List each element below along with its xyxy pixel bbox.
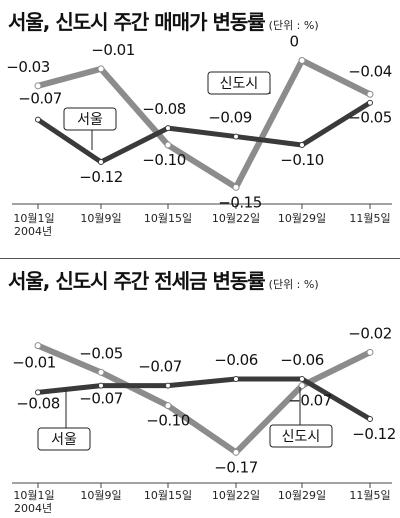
chart-title: 서울, 신도시 주간 전세금 변동률 (단위 : %) xyxy=(8,269,319,293)
legend-box xyxy=(269,424,333,448)
x-tick-label: 10월15일 xyxy=(144,488,192,502)
data-point xyxy=(34,342,42,350)
data-point xyxy=(233,133,239,140)
x-tick-label: 11월5일 xyxy=(349,211,390,225)
data-label: −0.10 xyxy=(142,151,185,169)
data-point xyxy=(232,448,240,456)
data-point xyxy=(232,183,240,191)
data-label: −0.06 xyxy=(280,351,323,369)
legend-box xyxy=(37,427,91,451)
data-point xyxy=(165,382,171,389)
data-point xyxy=(299,376,305,382)
chart-unit: (단위 : %) xyxy=(268,19,319,32)
data-point xyxy=(35,116,41,123)
data-point xyxy=(164,141,172,149)
data-label: −0.12 xyxy=(352,425,395,443)
sale-price-chart-panel: 서울, 신도시 주간 매매가 변동률 (단위 : %) 10월1일 10월9일 10월… xyxy=(6,10,392,238)
x-tick-label: 10월22일 xyxy=(212,211,260,225)
x-tick-label: 10월29일 xyxy=(278,211,326,225)
series-line-0 xyxy=(35,100,373,165)
x-tick-label: 10월1일 xyxy=(13,488,54,502)
series-line-0 xyxy=(35,376,373,422)
chart-unit: (단위 : %) xyxy=(268,278,319,291)
panel-divider xyxy=(0,258,400,259)
data-point xyxy=(35,389,41,396)
data-point xyxy=(299,142,305,149)
series-line-1 xyxy=(35,57,373,191)
data-label: −0.08 xyxy=(16,394,59,412)
jeonse-chart-panel: 서울, 신도시 주간 전세금 변동률 (단위 : %) 10월1일 10월9일 10월… xyxy=(0,259,400,518)
data-label: −0.01 xyxy=(91,41,134,59)
data-point xyxy=(34,82,42,90)
legend-label: 신도시 xyxy=(220,76,259,92)
data-label: −0.10 xyxy=(280,151,323,169)
data-point xyxy=(367,99,373,106)
data-point xyxy=(97,368,105,376)
data-label: −0.03 xyxy=(6,58,49,76)
data-point xyxy=(366,348,374,356)
data-label: 0 xyxy=(289,32,298,50)
legend-box xyxy=(63,107,117,131)
data-label: −0.17 xyxy=(214,458,257,476)
jeonse-line-chart: 10월1일 10월9일 10월15일 10월22일 10월29일 11월5일 2004년 −0… xyxy=(12,324,396,515)
data-point xyxy=(367,416,373,422)
data-label: −0.07 xyxy=(138,358,181,376)
data-label: −0.05 xyxy=(79,344,122,362)
data-label: −0.09 xyxy=(208,109,251,127)
x-tick-label: 10월15일 xyxy=(144,211,192,225)
x-tick-label: 10월9일 xyxy=(80,211,121,225)
data-label: −0.15 xyxy=(218,193,261,211)
sale-price-line-chart: 10월1일 10월9일 10월15일 10월22일 10월29일 11월5일 2004년 −0… xyxy=(6,32,392,238)
x-tick-label: 10월1일 xyxy=(13,211,54,225)
series-line-1 xyxy=(35,342,373,456)
data-label: −0.10 xyxy=(146,412,189,430)
chart-title: 서울, 신도시 주간 매매가 변동률 (단위 : %) xyxy=(8,10,319,34)
data-label: −0.06 xyxy=(214,351,257,369)
data-label: −0.02 xyxy=(348,324,391,342)
data-point xyxy=(165,125,171,132)
data-point xyxy=(233,376,239,382)
data-point xyxy=(164,402,172,410)
data-point xyxy=(97,65,105,73)
x-tick-label: 10월29일 xyxy=(278,488,326,502)
data-point xyxy=(298,56,306,64)
x-tick-label: 10월22일 xyxy=(212,488,260,502)
legend-label: 신도시 xyxy=(282,429,321,445)
legend-box xyxy=(207,71,271,95)
year-label: 2004년 xyxy=(14,502,52,515)
data-point xyxy=(366,90,374,98)
data-label: −0.07 xyxy=(18,90,61,108)
data-label: −0.01 xyxy=(12,354,55,372)
legend-label: 서울 xyxy=(77,112,103,128)
data-point xyxy=(98,382,104,389)
data-label: −0.05 xyxy=(348,109,391,127)
data-point xyxy=(98,158,104,165)
x-tick-label: 10월9일 xyxy=(80,488,121,502)
data-label: −0.08 xyxy=(142,100,185,118)
data-label: −0.12 xyxy=(79,168,122,186)
legend-label: 서울 xyxy=(51,432,77,448)
x-tick-label: 11월5일 xyxy=(349,488,390,502)
data-label: −0.07 xyxy=(288,392,331,410)
year-label: 2004년 xyxy=(14,225,52,238)
data-label: −0.04 xyxy=(348,62,391,80)
data-label: −0.07 xyxy=(79,390,122,408)
